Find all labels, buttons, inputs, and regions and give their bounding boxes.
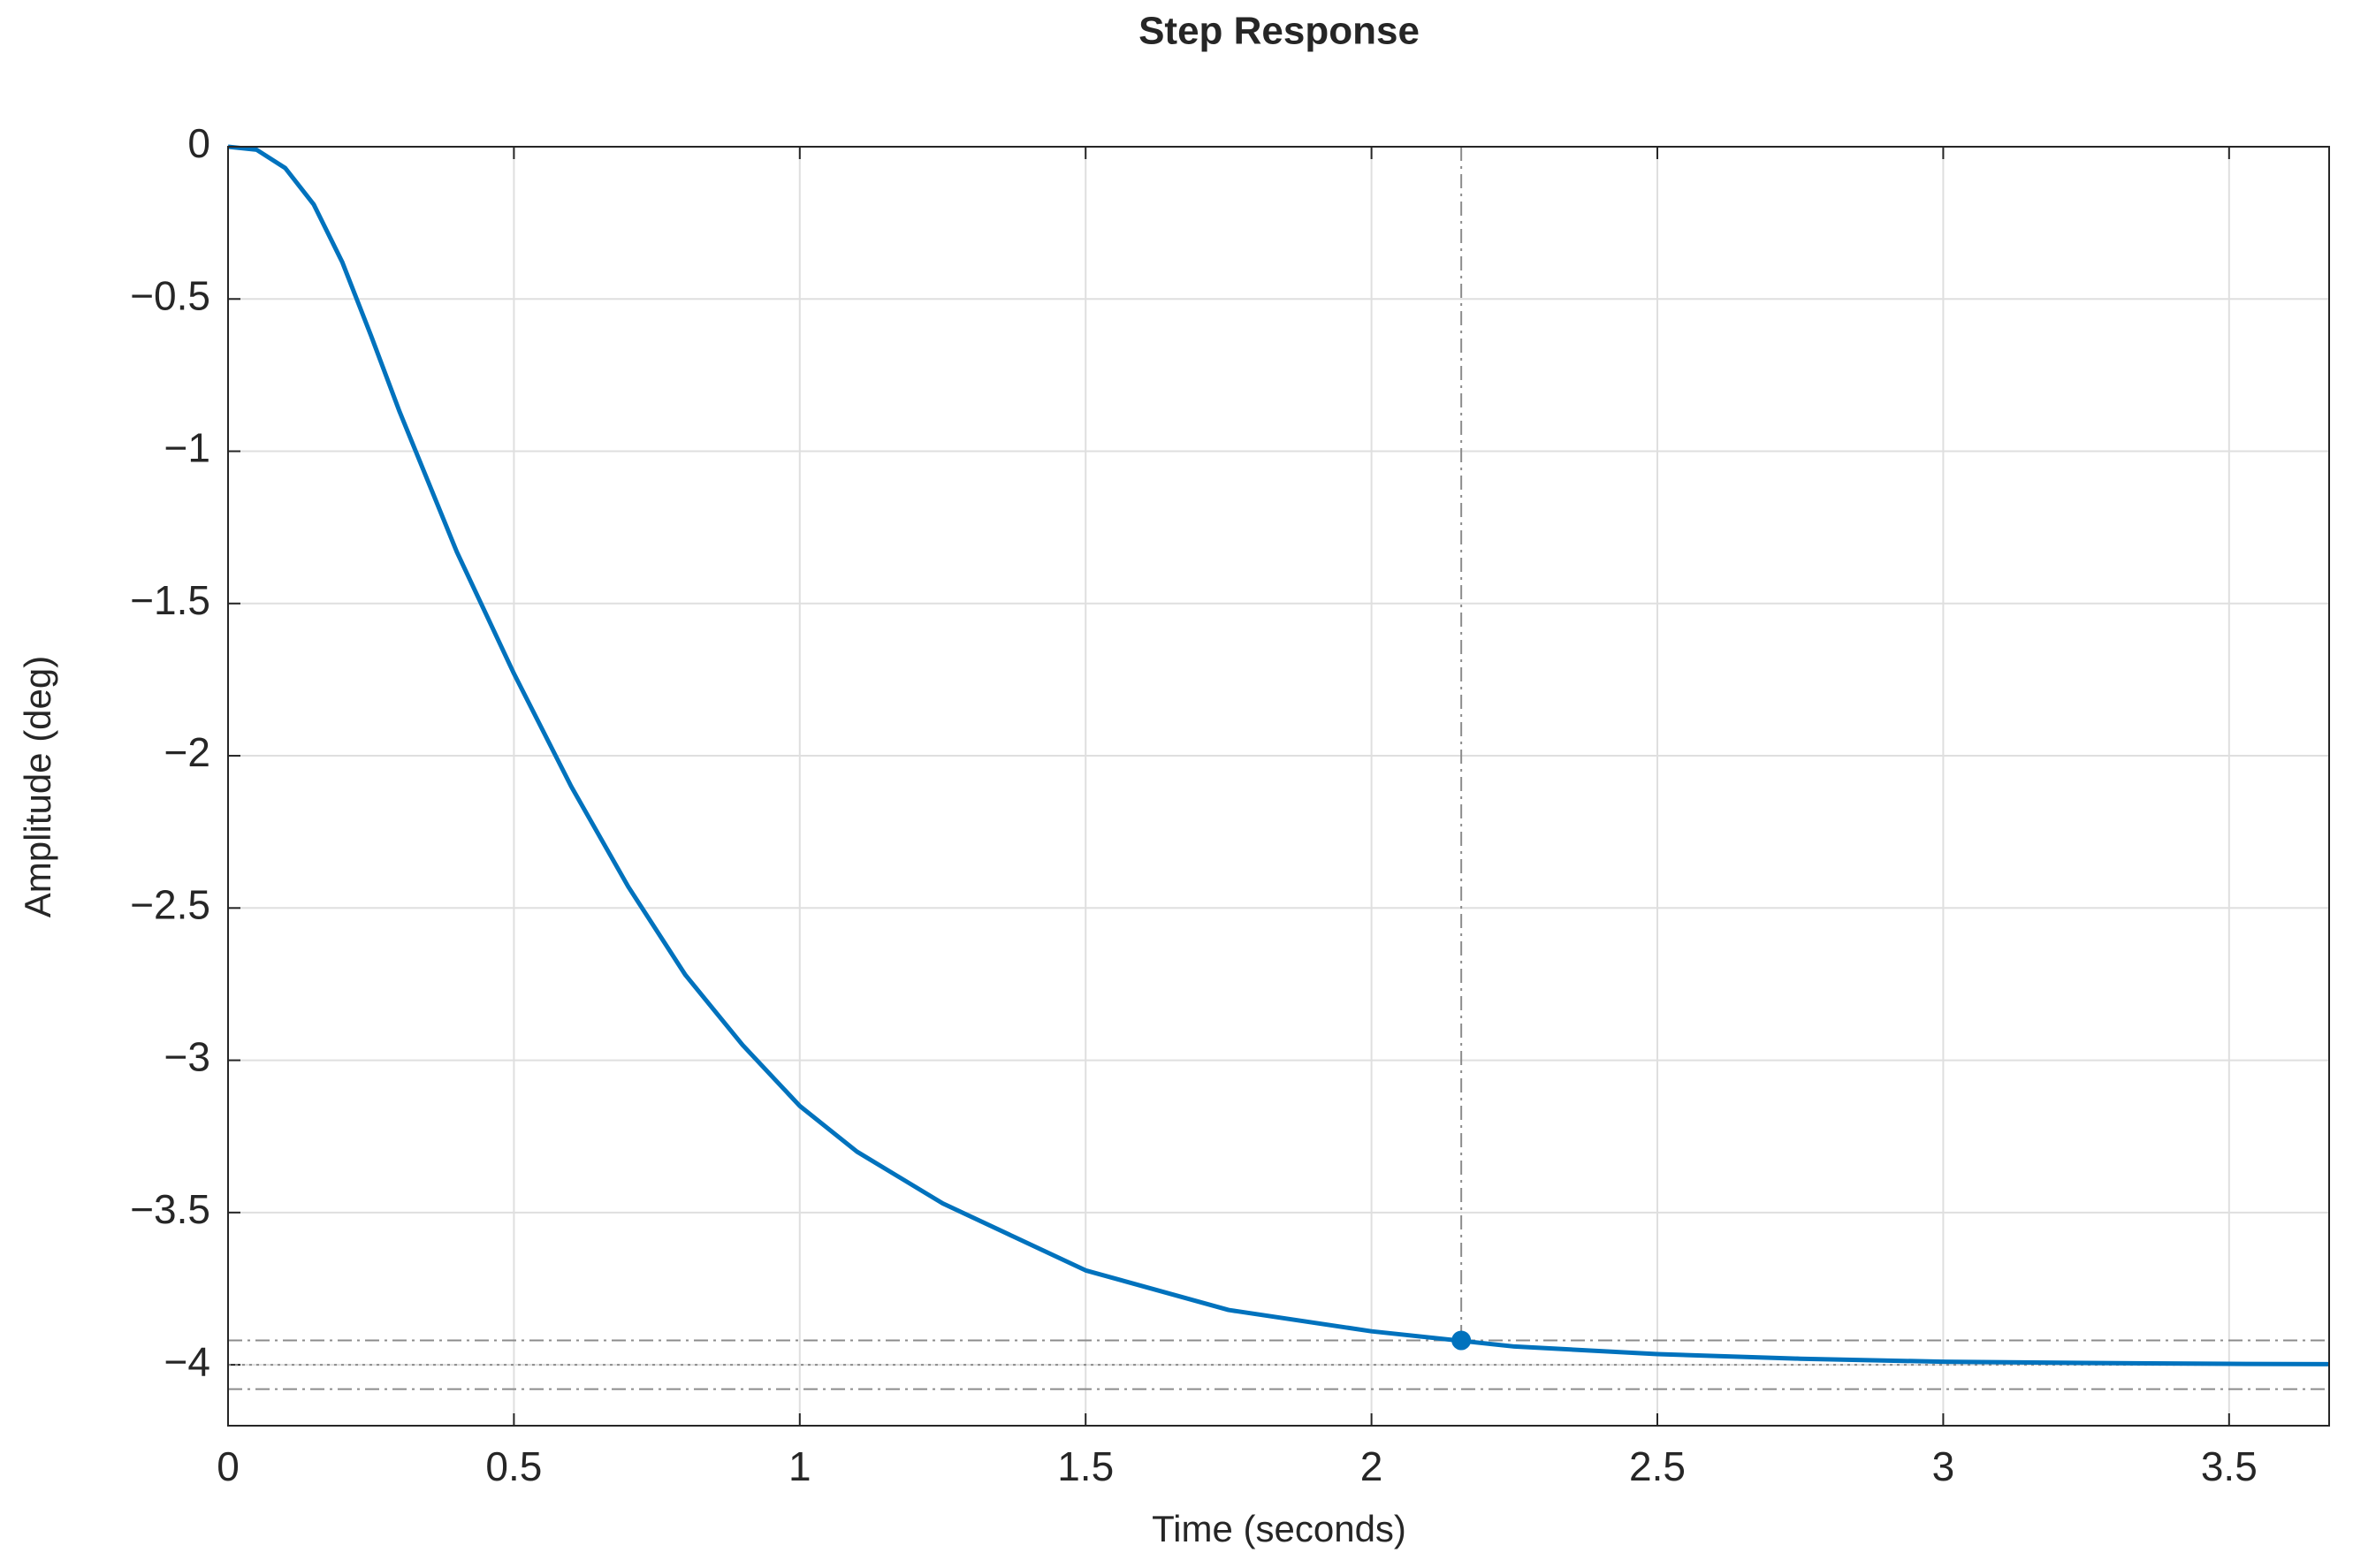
x-tick-label: 2: [1360, 1443, 1383, 1489]
x-tick-label: 2.5: [1629, 1443, 1686, 1489]
y-tick-label: −2: [164, 729, 210, 775]
x-axis-label: Time (seconds): [1152, 1508, 1406, 1549]
x-tick-label: 1: [788, 1443, 811, 1489]
y-axis-label: Amplitude (deg): [17, 656, 58, 917]
series-line: [227, 144, 2330, 1366]
y-tick-label: −3.5: [130, 1186, 210, 1232]
x-tick-label: 3: [1932, 1443, 1955, 1489]
y-tick-label: −0.5: [130, 272, 210, 318]
y-tick-label: 0: [187, 120, 210, 166]
x-tick-label: 0: [217, 1443, 240, 1489]
plot-area: [228, 147, 2329, 1426]
x-tick-label: 1.5: [1057, 1443, 1114, 1489]
x-tick-label: 0.5: [485, 1443, 542, 1489]
x-tick-label: 3.5: [2201, 1443, 2258, 1489]
plot-frame: [227, 146, 2330, 1427]
y-tick-label: −1.5: [130, 577, 210, 623]
y-tick-label: −2.5: [130, 881, 210, 927]
chart-title: Step Response: [1138, 10, 1420, 53]
y-tick-label: −4: [164, 1338, 210, 1384]
y-tick-label: −1: [164, 425, 210, 471]
y-tick-label: −3: [164, 1034, 210, 1080]
settling-point: [1451, 1330, 1472, 1351]
